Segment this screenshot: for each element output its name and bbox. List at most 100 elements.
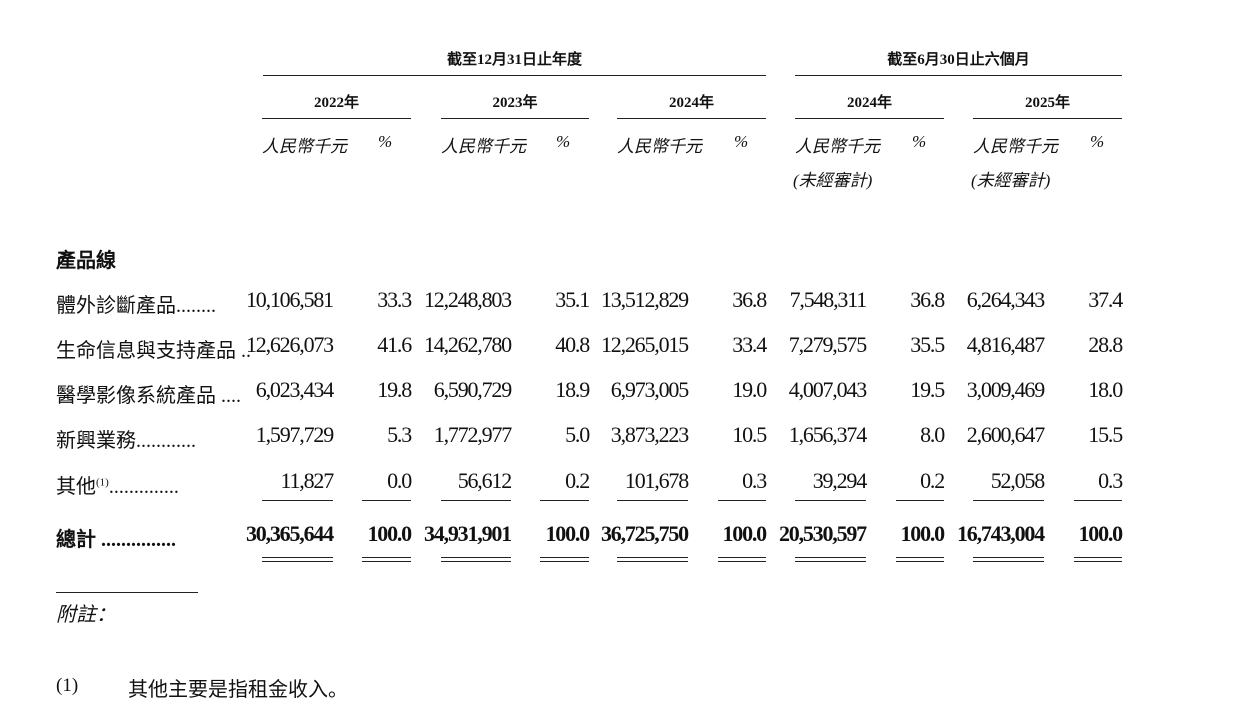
subtotal-rule	[441, 500, 511, 501]
percent-cell: 8.0	[920, 422, 945, 447]
unit-pct: %	[378, 132, 393, 151]
total-amount-cell: 16,743,004	[956, 521, 1045, 546]
year-header: 2024年	[846, 95, 892, 111]
total-label: 總計 ...............	[56, 529, 176, 551]
percent-cell: 19.0	[732, 377, 767, 402]
total-double-rule	[262, 557, 333, 562]
total-percent-cell: 100.0	[722, 521, 767, 546]
amount-cell: 13,512,829	[600, 287, 689, 312]
total-amount-cell: 30,365,644	[245, 521, 334, 546]
amount-cell: 11,827	[280, 468, 335, 493]
total-double-rule	[718, 557, 766, 562]
amount-cell: 14,262,780	[423, 332, 512, 357]
amount-cell: 6,973,005	[610, 377, 689, 402]
note-marker: (1)	[56, 675, 79, 696]
percent-cell: 5.3	[387, 422, 412, 447]
amount-cell: 2,600,647	[966, 422, 1045, 447]
amount-cell: 4,816,487	[966, 332, 1045, 357]
total-double-rule	[1074, 557, 1122, 562]
unit-amount: 人民幣千元	[617, 137, 702, 156]
total-double-rule	[973, 557, 1044, 562]
unit-amount: 人民幣千元	[441, 137, 526, 156]
amount-cell: 7,279,575	[788, 332, 867, 357]
total-double-rule	[795, 557, 866, 562]
total-double-rule	[896, 557, 944, 562]
unit-pct: %	[734, 132, 749, 151]
percent-cell: 18.0	[1088, 377, 1123, 402]
unit-amount: 人民幣千元	[795, 137, 880, 156]
amount-cell: 39,294	[812, 468, 868, 493]
percent-cell: 0.2	[565, 468, 590, 493]
amount-cell: 12,265,015	[600, 332, 689, 357]
total-double-rule	[617, 557, 688, 562]
unit-pct: %	[912, 132, 927, 151]
amount-cell: 3,873,223	[610, 422, 689, 447]
notes-title: 附註：	[56, 604, 116, 626]
year-header: 2023年	[492, 95, 538, 111]
total-amount-cell: 34,931,901	[423, 521, 512, 546]
percent-cell: 37.4	[1088, 287, 1123, 312]
total-double-rule	[540, 557, 589, 562]
amount-cell: 1,597,729	[255, 422, 334, 447]
row-label: 醫學影像系統產品 ....	[56, 385, 241, 407]
divider	[973, 118, 1122, 119]
percent-cell: 36.8	[732, 287, 767, 312]
amount-cell: 3,009,469	[966, 377, 1045, 402]
divider	[263, 75, 766, 76]
percent-cell: 5.0	[565, 422, 590, 447]
row-label-text: 其他	[56, 476, 96, 498]
amount-cell: 56,612	[457, 468, 513, 493]
percent-cell: 19.5	[910, 377, 945, 402]
leader-dots: ..............	[108, 476, 179, 498]
row-label: 生命信息與支持產品 ..	[56, 340, 251, 362]
percent-cell: 33.4	[732, 332, 767, 357]
amount-cell: 12,248,803	[423, 287, 512, 312]
total-percent-cell: 100.0	[545, 521, 590, 546]
unit-amount: 人民幣千元	[973, 137, 1058, 156]
percent-cell: 41.6	[377, 332, 412, 357]
total-double-rule	[441, 557, 511, 562]
percent-cell: 36.8	[910, 287, 945, 312]
unit-pct: %	[556, 132, 571, 151]
fy-header: 截至12月31日止年度	[446, 52, 582, 68]
unit-amount: 人民幣千元	[262, 137, 347, 156]
amount-cell: 6,590,729	[433, 377, 512, 402]
percent-cell: 28.8	[1088, 332, 1123, 357]
amount-cell: 6,023,434	[255, 377, 334, 402]
amount-cell: 1,656,374	[788, 422, 867, 447]
year-header: 2024年	[668, 95, 714, 111]
amount-cell: 12,626,073	[245, 332, 334, 357]
percent-cell: 18.9	[555, 377, 590, 402]
percent-cell: 0.2	[920, 468, 945, 493]
divider	[795, 75, 1122, 76]
subtotal-rule	[795, 500, 866, 501]
footnote-divider	[56, 592, 198, 593]
percent-cell: 0.3	[742, 468, 767, 493]
subtotal-rule	[1074, 500, 1122, 501]
divider	[262, 118, 411, 119]
divider	[441, 118, 589, 119]
unaudited-label: (未經審計)	[971, 171, 1051, 190]
row-label: 新興業務............	[56, 430, 196, 452]
subtotal-rule	[362, 500, 411, 501]
note-text: 其他主要是指租金收入。	[128, 679, 348, 701]
amount-cell: 101,678	[624, 468, 689, 493]
percent-cell: 35.1	[555, 287, 590, 312]
subtotal-rule	[617, 500, 688, 501]
percent-cell: 0.0	[387, 468, 412, 493]
percent-cell: 40.8	[555, 332, 590, 357]
total-amount-cell: 20,530,597	[778, 521, 867, 546]
unit-pct: %	[1090, 132, 1105, 151]
footnote-ref: (1)	[96, 476, 109, 489]
subtotal-rule	[262, 500, 333, 501]
section-title: 產品線	[56, 250, 116, 272]
amount-cell: 4,007,043	[788, 377, 867, 402]
divider	[617, 118, 766, 119]
row-label: 體外診斷產品........	[56, 295, 216, 317]
amount-cell: 10,106,581	[245, 287, 334, 312]
percent-cell: 15.5	[1088, 422, 1123, 447]
year-header: 2025年	[1024, 95, 1070, 111]
amount-cell: 1,772,977	[433, 422, 512, 447]
total-amount-cell: 36,725,750	[600, 521, 689, 546]
percent-cell: 19.8	[377, 377, 412, 402]
